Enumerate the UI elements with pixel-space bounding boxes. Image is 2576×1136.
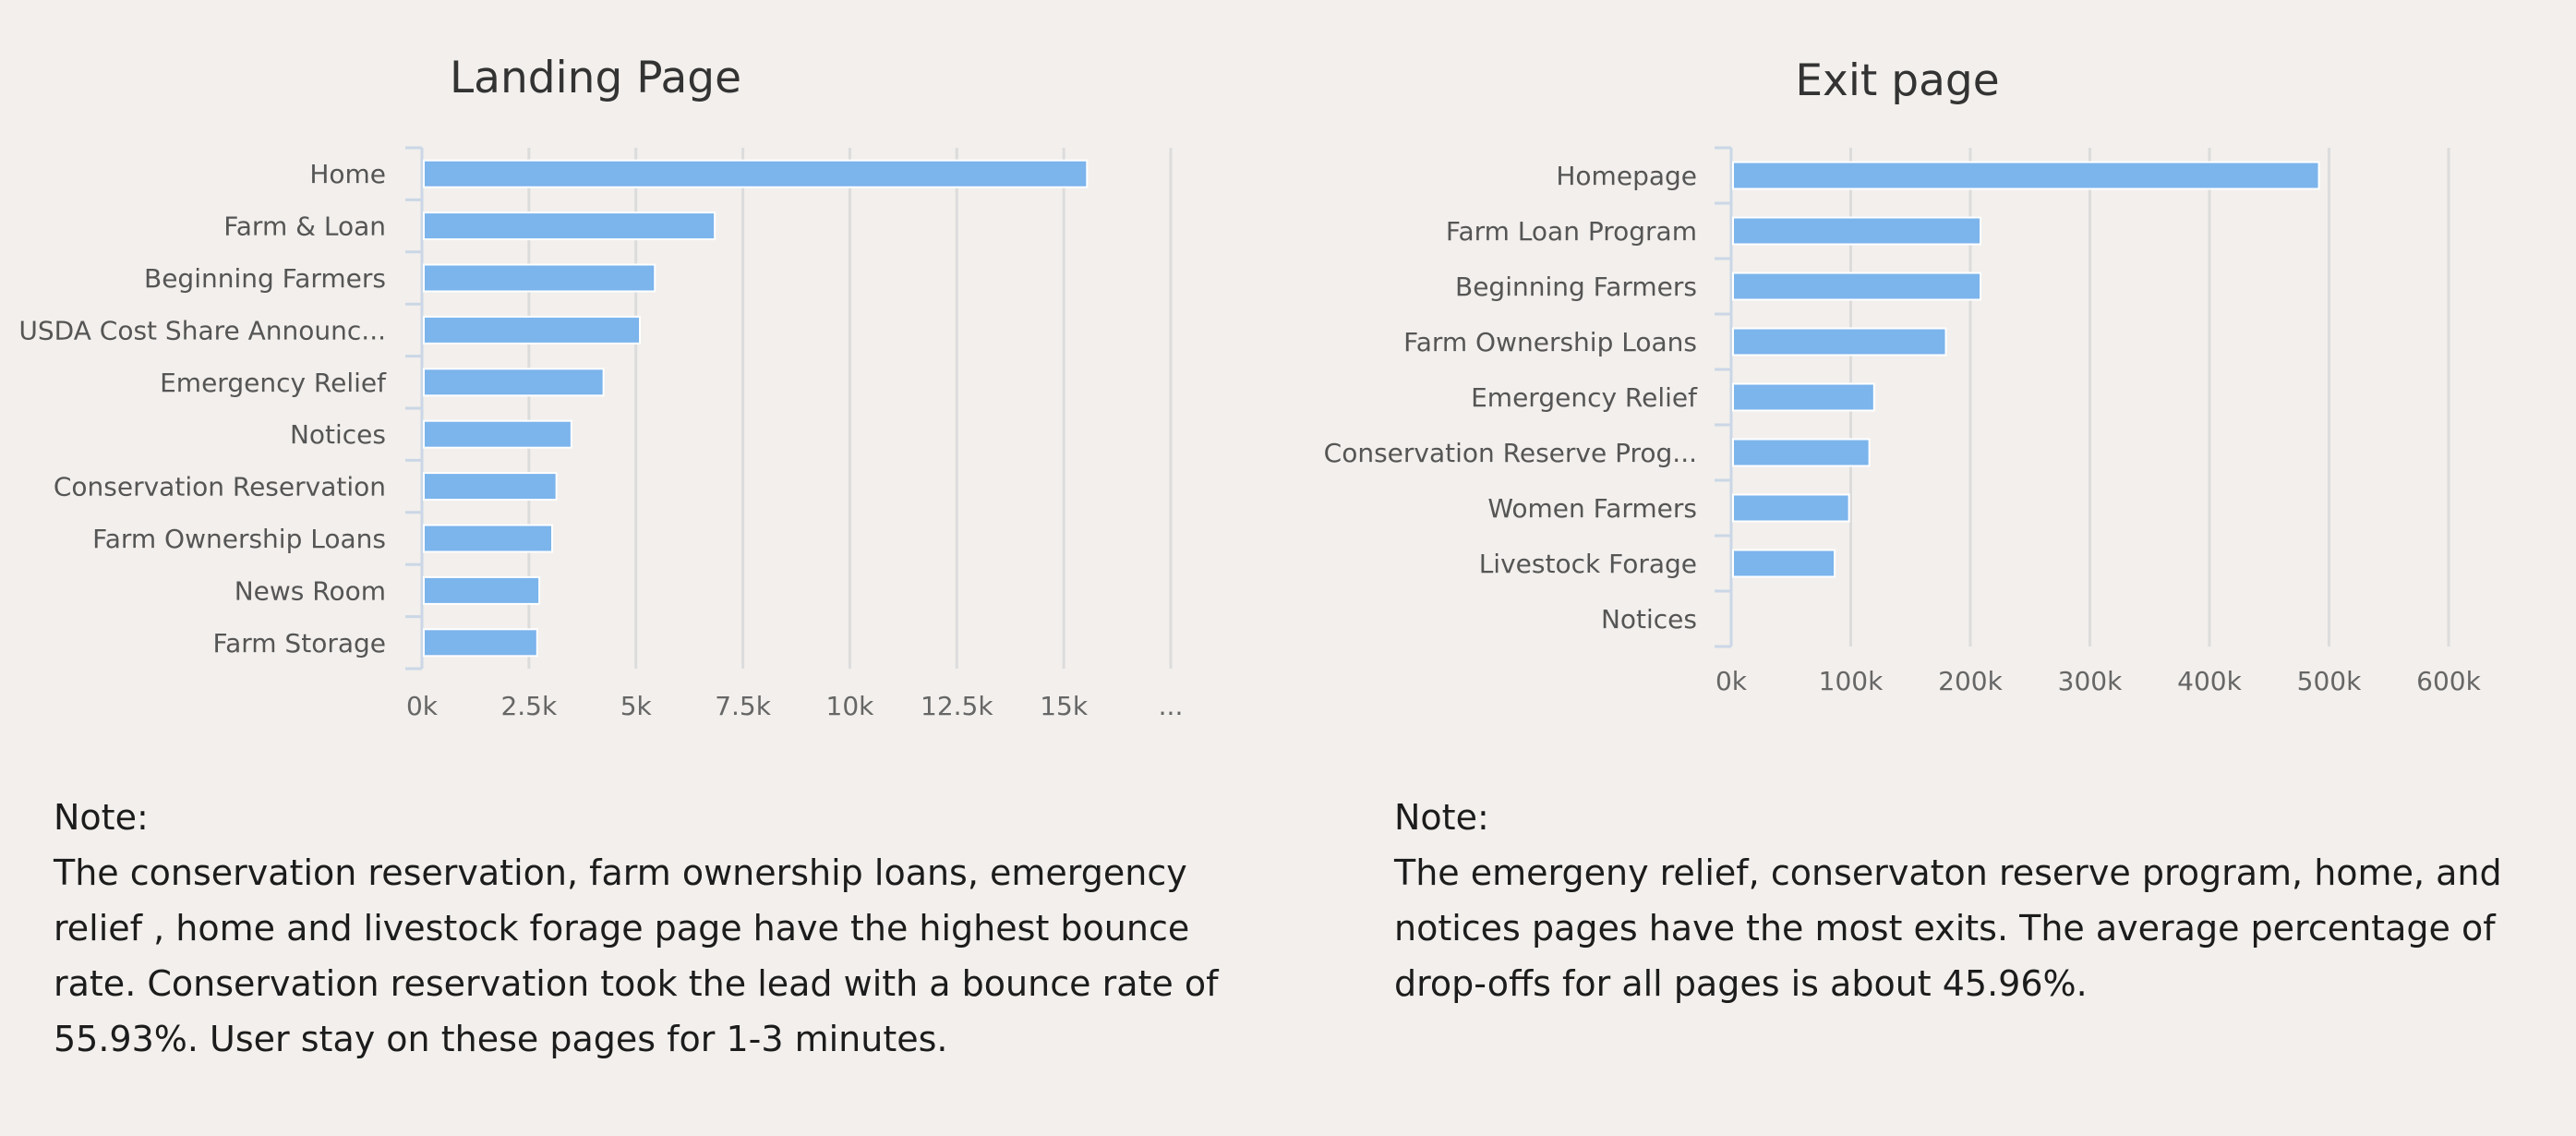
landing-bar [423, 419, 572, 449]
landing-tick-label: ... [1159, 691, 1184, 721]
exit-bar [1732, 549, 1836, 578]
landing-category-label: USDA Cost Share Announc... [18, 315, 386, 345]
landing-tick-label: 7.5k [715, 691, 772, 721]
landing-note-text: The conservation reservation, farm owner… [54, 852, 1219, 1059]
landing-note: Note: The conservation reservation, farm… [54, 790, 1282, 1067]
exit-bar [1732, 382, 1875, 412]
landing-tick-label: 10k [826, 691, 875, 721]
exit-page-chart-svg: Exit page Homepage Farm Loan Program Beginn… [1324, 55, 2482, 696]
exit-tick-label: 300k [2058, 666, 2123, 696]
landing-page-chart: Landing Page Home Farm & Loan Beginning Far… [0, 0, 1288, 757]
landing-bar [423, 159, 1089, 188]
landing-bar [423, 524, 554, 553]
landing-category-label: Beginning Farmers [144, 263, 386, 294]
landing-bar [423, 628, 538, 658]
exit-bar [1732, 216, 1982, 246]
landing-bar [423, 575, 541, 605]
landing-tick-label: 0k [406, 691, 439, 721]
exit-tick-label: 500k [2297, 666, 2362, 696]
exit-note: Note: The emergeny relief, conservaton r… [1394, 790, 2548, 1011]
landing-category-label: Home [309, 159, 386, 189]
landing-page-chart-svg: Landing Page Home Farm & Loan Beginning Far… [18, 53, 1184, 721]
exit-category-label: Women Farmers [1487, 493, 1697, 524]
exit-category-label: Farm Ownership Loans [1403, 327, 1697, 357]
exit-category-label: Emergency Relief [1471, 382, 1698, 413]
exit-category-label: Notices [1601, 604, 1697, 634]
exit-page-chart: Exit page Homepage Farm Loan Program Beginn… [1288, 0, 2576, 757]
landing-category-label: Conservation Reservation [54, 472, 386, 502]
exit-category-label: Livestock Forage [1479, 549, 1697, 579]
landing-chart-title: Landing Page [450, 53, 741, 103]
landing-category-label: Notices [290, 419, 386, 450]
landing-bar [423, 263, 656, 293]
exit-category-label: Farm Loan Program [1446, 216, 1697, 247]
exit-category-label: Conservation Reserve Prog... [1324, 438, 1697, 468]
exit-bar [1732, 493, 1850, 523]
exit-note-heading: Note: [1394, 797, 1489, 838]
landing-tick-label: 5k [620, 691, 653, 721]
exit-chart-title: Exit page [1795, 55, 1999, 106]
exit-category-label: Beginning Farmers [1455, 272, 1697, 302]
exit-tick-label: 400k [2177, 666, 2242, 696]
landing-category-label: Emergency Relief [160, 368, 387, 398]
landing-bar [423, 315, 642, 344]
exit-tick-label: 200k [1938, 666, 2003, 696]
exit-category-label: Homepage [1556, 161, 1697, 191]
landing-category-label: Farm & Loan [223, 211, 386, 242]
landing-category-label: Farm Storage [213, 628, 386, 659]
exit-bar [1732, 327, 1947, 357]
landing-note-heading: Note: [54, 797, 149, 838]
exit-bar [1732, 272, 1982, 301]
exit-bar [1732, 438, 1871, 467]
exit-tick-label: 100k [1819, 666, 1884, 696]
exit-tick-label: 0k [1715, 666, 1748, 696]
exit-bar [1732, 161, 2320, 190]
landing-tick-label: 2.5k [500, 691, 558, 721]
landing-category-label: News Room [235, 575, 386, 606]
landing-bar [423, 368, 605, 397]
landing-bar [423, 472, 558, 502]
landing-tick-label: 12.5k [921, 691, 993, 721]
exit-tick-label: 600k [2416, 666, 2481, 696]
landing-bar [423, 211, 716, 241]
exit-note-text: The emergeny relief, conservaton reserve… [1394, 852, 2502, 1004]
landing-category-label: Farm Ownership Loans [92, 524, 386, 554]
landing-tick-label: 15k [1040, 691, 1089, 721]
